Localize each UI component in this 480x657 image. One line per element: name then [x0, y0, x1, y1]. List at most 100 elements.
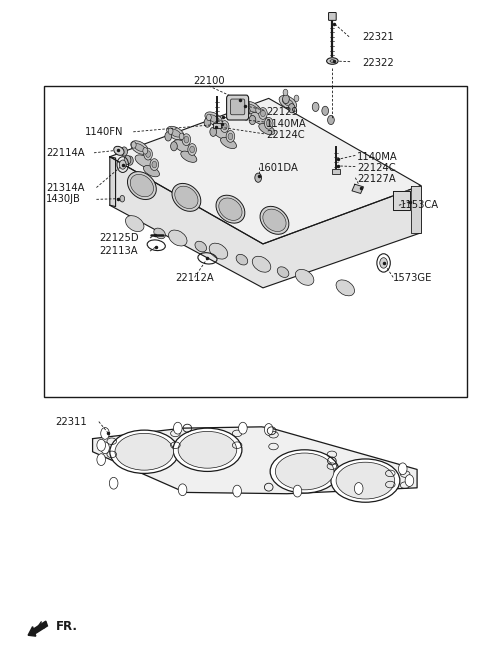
Ellipse shape	[154, 228, 166, 238]
Ellipse shape	[260, 206, 289, 235]
Ellipse shape	[219, 198, 242, 220]
Circle shape	[109, 478, 118, 489]
Text: 1601DA: 1601DA	[259, 163, 299, 173]
Circle shape	[245, 101, 250, 108]
Text: 1140MA: 1140MA	[357, 152, 398, 162]
Circle shape	[322, 106, 328, 116]
Ellipse shape	[195, 241, 206, 252]
Ellipse shape	[115, 434, 174, 470]
Ellipse shape	[167, 126, 184, 140]
Circle shape	[121, 147, 128, 156]
Ellipse shape	[175, 186, 198, 208]
Circle shape	[226, 131, 235, 143]
Ellipse shape	[130, 174, 154, 196]
Text: 1140FN: 1140FN	[84, 127, 123, 137]
Polygon shape	[110, 157, 421, 288]
Circle shape	[228, 133, 233, 140]
Circle shape	[354, 483, 363, 494]
Circle shape	[170, 142, 177, 151]
Circle shape	[255, 173, 262, 182]
Ellipse shape	[144, 166, 159, 177]
Circle shape	[405, 475, 414, 486]
Circle shape	[97, 440, 106, 451]
Text: 22100: 22100	[193, 76, 225, 86]
Text: 22311: 22311	[56, 417, 87, 426]
Bar	[332, 169, 339, 173]
Ellipse shape	[330, 60, 335, 62]
Circle shape	[173, 422, 182, 434]
Ellipse shape	[128, 171, 156, 200]
Text: 1430JB: 1430JB	[46, 194, 81, 204]
Text: FR.: FR.	[56, 620, 78, 633]
Circle shape	[249, 116, 256, 125]
Circle shape	[97, 454, 106, 466]
Ellipse shape	[172, 183, 201, 212]
FancyArrow shape	[28, 621, 48, 636]
Ellipse shape	[263, 209, 286, 231]
Text: 21314A: 21314A	[46, 183, 84, 193]
Text: 22112A: 22112A	[175, 273, 214, 283]
Circle shape	[188, 144, 196, 156]
Ellipse shape	[173, 428, 242, 472]
Circle shape	[398, 463, 407, 475]
Text: 1140MA: 1140MA	[266, 119, 307, 129]
Ellipse shape	[282, 99, 293, 106]
Circle shape	[239, 422, 247, 434]
Circle shape	[127, 156, 133, 166]
Polygon shape	[110, 99, 421, 244]
Text: 22124C: 22124C	[266, 130, 305, 140]
Polygon shape	[411, 185, 421, 233]
Circle shape	[120, 195, 125, 202]
Ellipse shape	[279, 95, 297, 109]
Ellipse shape	[236, 254, 248, 265]
Text: 1573GE: 1573GE	[393, 273, 432, 283]
Ellipse shape	[170, 129, 181, 137]
Circle shape	[217, 120, 222, 127]
Circle shape	[243, 106, 250, 116]
Circle shape	[283, 89, 288, 96]
Ellipse shape	[295, 269, 314, 285]
Circle shape	[222, 124, 227, 130]
Ellipse shape	[251, 112, 269, 125]
Circle shape	[146, 151, 151, 158]
Ellipse shape	[277, 267, 289, 277]
Ellipse shape	[131, 141, 148, 154]
Polygon shape	[393, 191, 410, 210]
Ellipse shape	[336, 280, 355, 296]
Circle shape	[178, 484, 187, 495]
Circle shape	[179, 133, 184, 140]
FancyBboxPatch shape	[227, 95, 249, 120]
Ellipse shape	[173, 140, 192, 152]
Text: 22113A: 22113A	[99, 246, 137, 256]
Circle shape	[124, 156, 131, 165]
Ellipse shape	[209, 243, 228, 259]
Circle shape	[101, 428, 109, 440]
Ellipse shape	[178, 432, 237, 468]
Ellipse shape	[246, 104, 257, 112]
Circle shape	[204, 118, 211, 127]
Text: 22129: 22129	[266, 107, 298, 117]
Ellipse shape	[205, 112, 222, 125]
Ellipse shape	[208, 115, 219, 123]
Ellipse shape	[216, 195, 245, 223]
Circle shape	[190, 147, 194, 153]
FancyBboxPatch shape	[230, 99, 245, 115]
Ellipse shape	[114, 147, 124, 155]
Circle shape	[266, 120, 271, 127]
Text: 22114A: 22114A	[46, 148, 85, 158]
Ellipse shape	[326, 58, 338, 64]
Circle shape	[210, 127, 216, 137]
Ellipse shape	[252, 256, 271, 272]
Circle shape	[184, 137, 189, 143]
Circle shape	[380, 258, 387, 268]
Ellipse shape	[110, 430, 179, 474]
Circle shape	[261, 110, 265, 117]
Circle shape	[152, 162, 157, 168]
Circle shape	[283, 95, 289, 104]
Polygon shape	[93, 427, 417, 493]
Ellipse shape	[243, 101, 261, 115]
Circle shape	[101, 442, 109, 454]
Ellipse shape	[336, 463, 395, 499]
Ellipse shape	[125, 215, 144, 231]
Circle shape	[144, 148, 153, 160]
